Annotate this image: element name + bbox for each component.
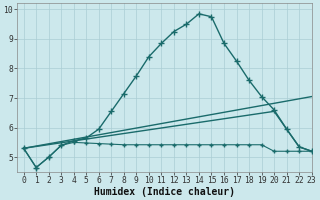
X-axis label: Humidex (Indice chaleur): Humidex (Indice chaleur): [94, 186, 235, 197]
